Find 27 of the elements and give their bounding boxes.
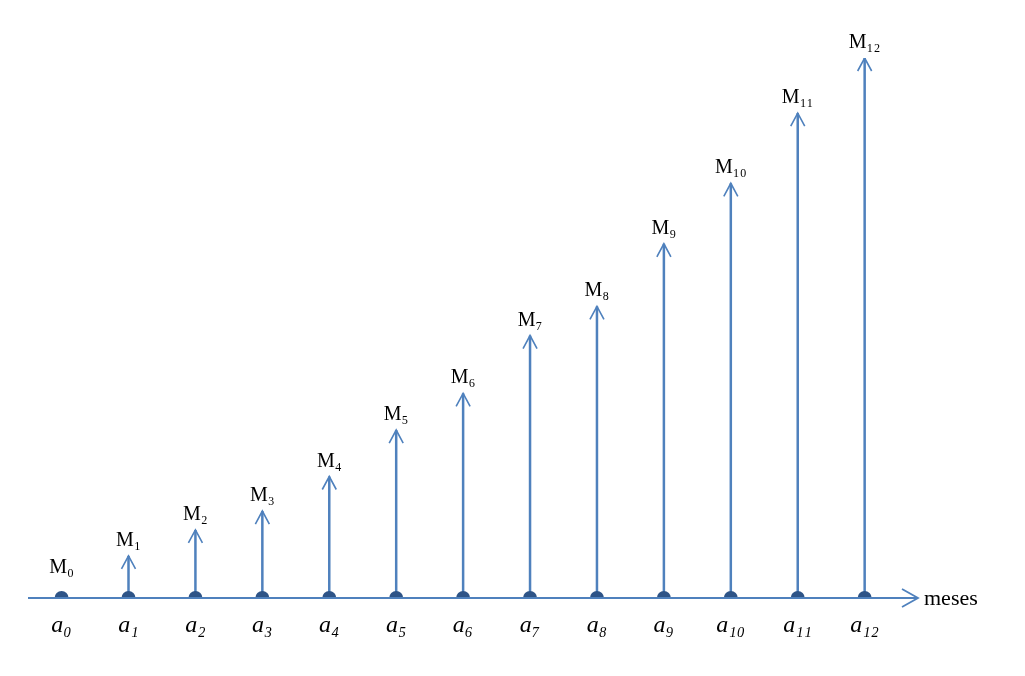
- x-tick-label: a₉: [653, 611, 674, 637]
- x-tick-label: a₄: [318, 611, 340, 637]
- annotation: M₆: [450, 365, 476, 388]
- x-tick-label: a₆: [452, 611, 474, 637]
- annotation: M₁₀: [714, 155, 747, 178]
- annotation: M₄: [316, 448, 342, 471]
- annotation: M₁₂: [848, 30, 881, 52]
- x-tick-label: a₁₁: [783, 611, 812, 637]
- annotation: M₁₁: [781, 85, 814, 108]
- x-tick-label: a₂: [185, 611, 206, 637]
- x-tick-label: a₁₂: [850, 611, 879, 637]
- annotation: M₉: [651, 215, 677, 238]
- x-tick-label: a₅: [385, 611, 407, 637]
- annotation: M₃: [249, 483, 275, 506]
- x-tick-label: a₁₀: [716, 611, 746, 637]
- annotation: M₂: [183, 501, 208, 524]
- annotation: M₈: [584, 278, 610, 301]
- x-tick-label: a₇: [519, 611, 541, 637]
- x-tick-label: a₁: [118, 611, 139, 637]
- annotation: M₇: [517, 307, 543, 330]
- annotation: M₅: [383, 402, 409, 425]
- x-axis-title: meses: [924, 585, 978, 610]
- annotation: M₀: [49, 555, 74, 577]
- annotation: M₁: [116, 527, 141, 550]
- x-tick-label: a₃: [252, 611, 273, 637]
- x-tick-label: a₀: [51, 611, 72, 637]
- x-tick-label: a₈: [586, 611, 608, 637]
